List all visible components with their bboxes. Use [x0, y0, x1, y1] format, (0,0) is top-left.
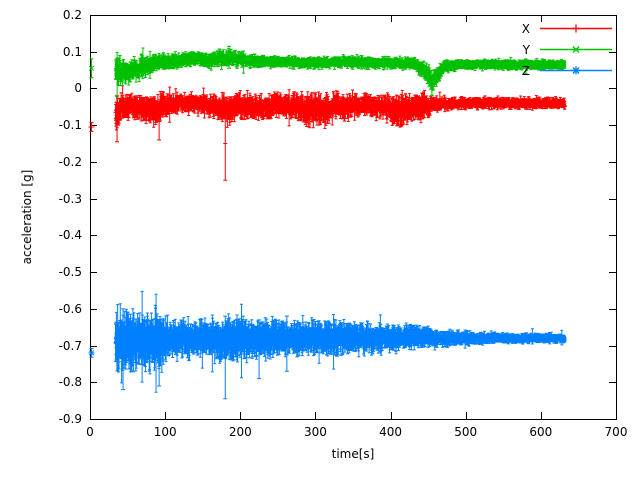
y-tick-label: 0.1: [62, 44, 82, 59]
x-tick-label: 500: [454, 425, 478, 439]
legend-label-y: Y: [522, 42, 530, 57]
legend-entry-z: Z: [522, 60, 612, 81]
y-tick-label: -0.7: [58, 338, 82, 353]
x-axis-label: time[s]: [331, 447, 375, 461]
x-tick-label: 200: [228, 425, 252, 439]
y-tick-label: 0.2: [62, 8, 82, 22]
y-tick-label: -0.6: [58, 301, 82, 316]
x-tick-label: 100: [153, 425, 177, 439]
legend-sample-z-errorbar-icon: [540, 66, 612, 75]
legend-entry-x: X: [522, 18, 612, 39]
x-tick-label: 700: [604, 425, 628, 439]
x-tick-label: 300: [303, 425, 327, 439]
x-tick-label: 600: [529, 425, 553, 439]
legend: X Y Z: [522, 18, 612, 81]
x-tick-label: 400: [379, 425, 403, 439]
x-tick-label: 0: [86, 425, 94, 439]
legend-sample-y-errorbar-icon: [540, 46, 612, 53]
y-tick-label: 0: [74, 81, 82, 96]
y-tick-label: -0.8: [58, 375, 82, 390]
y-tick-label: -0.3: [58, 191, 82, 206]
y-axis-label: acceleration [g]: [20, 169, 34, 265]
y-tick-label: -0.1: [58, 118, 82, 133]
legend-sample-x-errorbar-icon: [540, 24, 612, 33]
y-tick-label: -0.5: [58, 265, 82, 280]
y-tick-label: -0.2: [58, 154, 82, 169]
y-tick-label: -0.9: [58, 412, 82, 426]
y-tick-label: -0.4: [58, 228, 82, 243]
legend-label-x: X: [521, 21, 530, 36]
legend-label-z: Z: [521, 63, 530, 78]
legend-entry-y: Y: [522, 39, 612, 60]
